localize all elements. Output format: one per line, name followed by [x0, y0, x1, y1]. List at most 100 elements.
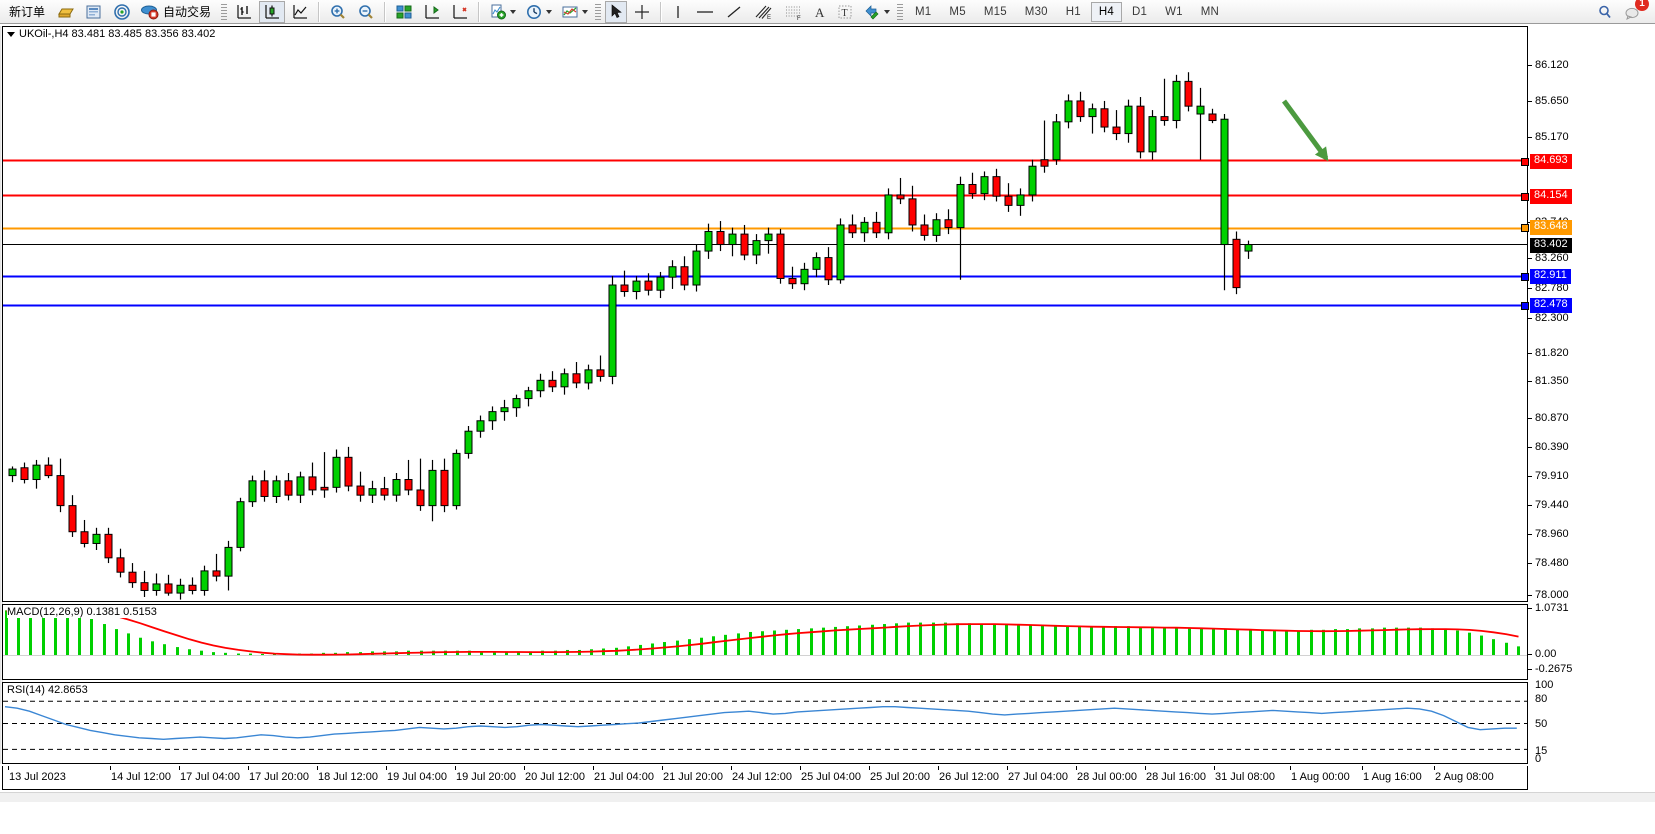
rsi-pane[interactable]: RSI(14) 42.8653: [2, 682, 1528, 764]
toolbar-separator: [384, 1, 387, 22]
trendline-tool-icon[interactable]: [721, 1, 747, 23]
chart-area[interactable]: UKOil-,H4 83.481 83.485 83.356 83.402 MA…: [0, 24, 1655, 834]
line-chart-icon[interactable]: [287, 1, 313, 23]
period-clock-icon[interactable]: [521, 1, 555, 23]
time-tick: [317, 766, 318, 770]
price-axis[interactable]: 86.12085.65085.17083.74083.26082.78082.3…: [1521, 26, 1655, 602]
price-tag-support[interactable]: 82.478: [1530, 298, 1572, 313]
collapse-triangle-icon[interactable]: [7, 31, 15, 37]
arrows-tool-icon[interactable]: [859, 1, 893, 23]
time-tick: [938, 766, 939, 770]
level-drag-handle[interactable]: [1521, 193, 1529, 201]
shift-chart-icon[interactable]: [419, 1, 445, 23]
zoom-in-icon[interactable]: [325, 1, 351, 23]
price-tag-close[interactable]: 83.402: [1530, 238, 1572, 253]
text-label-tool-icon[interactable]: T: [833, 1, 857, 23]
chevron-down-icon[interactable]: [884, 9, 891, 14]
price-tag-resistance[interactable]: 84.154: [1530, 189, 1572, 204]
crosshair-tool-icon[interactable]: [629, 1, 655, 23]
toolbar-separator: [318, 1, 321, 22]
time-axis-label: 26 Jul 12:00: [939, 771, 999, 783]
time-tick: [1362, 766, 1363, 770]
timeframe-w1[interactable]: W1: [1165, 5, 1183, 18]
cursor-tool-icon[interactable]: [605, 0, 628, 23]
timeframe-m5[interactable]: M5: [949, 5, 966, 18]
notification-badge: 1: [1635, 0, 1649, 11]
price-tick: 86.120: [1528, 60, 1569, 71]
time-axis-label: 25 Jul 04:00: [801, 771, 861, 783]
time-axis-label: 2 Aug 08:00: [1435, 771, 1494, 783]
price-tick-label: 83.260: [1535, 252, 1569, 264]
chevron-down-icon[interactable]: [582, 9, 589, 14]
level-drag-handle[interactable]: [1521, 158, 1529, 166]
time-axis-label: 21 Jul 20:00: [663, 771, 723, 783]
timeframe-m1[interactable]: M1: [915, 5, 932, 18]
new-order-button[interactable]: 新订单: [3, 1, 51, 23]
price-tag-support[interactable]: 82.911: [1530, 269, 1571, 284]
vertical-line-tool-icon[interactable]: [667, 1, 689, 23]
level-drag-handle[interactable]: [1521, 302, 1529, 310]
candlestick-chart-icon[interactable]: [259, 0, 286, 23]
time-axis[interactable]: 13 Jul 2023 14 Jul 12:00 17 Jul 04:00 17 Ju…: [2, 766, 1528, 790]
horizontal-line-tool-icon[interactable]: [691, 1, 719, 23]
price-tick: 83.260: [1528, 253, 1569, 264]
timeframe-m30[interactable]: M30: [1024, 5, 1048, 18]
timeframe-m15[interactable]: M15: [983, 5, 1007, 18]
price-tick-label: 81.820: [1535, 347, 1569, 359]
level-drag-handle[interactable]: [1521, 273, 1529, 281]
text-tool-icon[interactable]: A: [809, 1, 831, 23]
fibonacci-tool-icon[interactable]: F: [779, 1, 807, 23]
axis-tick: 0.00: [1528, 649, 1556, 660]
autotrading-button[interactable]: 自动交易: [137, 1, 217, 23]
axis-tick: 15: [1528, 746, 1547, 757]
rsi-axis[interactable]: 100 80 50 15 0: [1528, 680, 1655, 765]
svg-text:F: F: [797, 16, 801, 21]
time-tick: [179, 766, 180, 770]
new-order-label: 新订单: [9, 5, 46, 19]
macd-axis[interactable]: 1.0731 0.00 -0.2675: [1528, 603, 1655, 680]
add-indicator-icon[interactable]: [485, 1, 519, 23]
timeframe-mn[interactable]: MN: [1200, 5, 1220, 18]
signals-icon[interactable]: [109, 1, 135, 23]
axis-tick: 0: [1528, 754, 1541, 765]
macd-pane[interactable]: MACD(12,26,9) 0.1381 0.5153: [2, 604, 1528, 680]
search-icon[interactable]: [1592, 1, 1618, 23]
toolbar-grip[interactable]: [221, 1, 228, 22]
time-axis-label: 18 Jul 12:00: [318, 771, 378, 783]
time-axis-label: 13 Jul 2023: [9, 771, 66, 783]
price-tag-resistance[interactable]: 84.693: [1530, 154, 1572, 169]
bar-chart-icon[interactable]: [231, 1, 257, 23]
gold-bar-icon[interactable]: [53, 1, 79, 23]
chevron-down-icon[interactable]: [546, 9, 553, 14]
level-drag-handle[interactable]: [1521, 224, 1529, 232]
price-tick-label: 85.650: [1535, 95, 1569, 107]
templates-icon[interactable]: [557, 1, 591, 23]
price-tick: 79.440: [1528, 500, 1569, 511]
timeframe-h4[interactable]: H4: [1090, 1, 1122, 22]
equidistant-channel-icon[interactable]: E: [749, 1, 777, 23]
tile-windows-icon[interactable]: [391, 1, 417, 23]
notification-icon[interactable]: 1: [1620, 0, 1649, 23]
price-tick: 78.480: [1528, 558, 1569, 569]
toolbar-grip[interactable]: [897, 1, 904, 22]
price-tag-pivot[interactable]: 83.648: [1530, 220, 1572, 235]
time-axis-label: 14 Jul 12:00: [111, 771, 171, 783]
data-window-icon[interactable]: [81, 1, 107, 23]
chevron-down-icon[interactable]: [510, 9, 517, 14]
zoom-out-icon[interactable]: [353, 1, 379, 23]
price-pane[interactable]: UKOil-,H4 83.481 83.485 83.356 83.402: [2, 26, 1528, 602]
time-axis-label: 27 Jul 04:00: [1008, 771, 1068, 783]
svg-text:T: T: [842, 8, 848, 19]
time-tick: [1007, 766, 1008, 770]
timeframe-group: M1 M5 M15 M30 H1 H4 D1 W1 MN: [906, 1, 1228, 22]
price-tick-label: 78.000: [1535, 589, 1569, 601]
toolbar-grip[interactable]: [595, 1, 602, 22]
auto-scroll-icon[interactable]: [447, 1, 473, 23]
time-tick: [869, 766, 870, 770]
axis-tick: 100: [1528, 680, 1553, 691]
timeframe-d1[interactable]: D1: [1132, 5, 1148, 18]
price-tick-label: 82.300: [1535, 312, 1569, 324]
time-axis-label: 1 Aug 16:00: [1363, 771, 1422, 783]
timeframe-h1[interactable]: H1: [1065, 5, 1081, 18]
